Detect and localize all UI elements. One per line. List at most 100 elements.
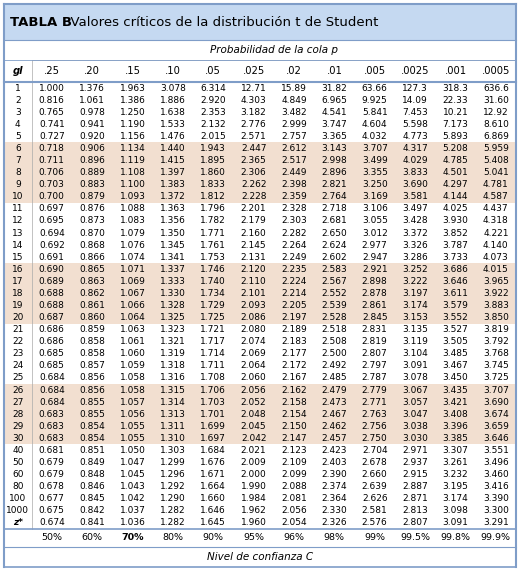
Text: 2.771: 2.771 [362, 398, 387, 406]
Text: 0.845: 0.845 [79, 494, 105, 503]
Text: 4.587: 4.587 [483, 192, 509, 201]
Text: 1.325: 1.325 [160, 313, 186, 322]
Text: 1.037: 1.037 [120, 507, 146, 515]
Text: 2.109: 2.109 [281, 458, 307, 467]
Text: 3.174: 3.174 [402, 301, 428, 310]
Text: 1.093: 1.093 [120, 192, 146, 201]
Text: 0.879: 0.879 [79, 192, 105, 201]
Text: 1.963: 1.963 [120, 83, 146, 93]
Text: 2.086: 2.086 [241, 313, 267, 322]
Text: 0.674: 0.674 [39, 518, 64, 527]
Text: 25: 25 [12, 373, 23, 383]
Text: 2.197: 2.197 [281, 313, 307, 322]
Text: 4.032: 4.032 [362, 132, 387, 141]
Text: 2.235: 2.235 [281, 265, 307, 274]
Text: 3.195: 3.195 [443, 482, 469, 491]
Text: 0.906: 0.906 [79, 144, 105, 153]
Text: 1.341: 1.341 [160, 252, 186, 262]
Text: 1.047: 1.047 [120, 458, 146, 467]
Text: 0.718: 0.718 [39, 144, 64, 153]
Text: 3.499: 3.499 [362, 156, 387, 165]
Text: 3.551: 3.551 [483, 446, 509, 455]
Text: 1.061: 1.061 [79, 96, 105, 105]
Text: 2.093: 2.093 [241, 301, 267, 310]
Text: Nivel de confianza C: Nivel de confianza C [207, 552, 313, 562]
Text: z*: z* [13, 518, 23, 527]
Text: 0.677: 0.677 [39, 494, 64, 503]
Text: .20: .20 [84, 66, 100, 76]
Text: 0.675: 0.675 [39, 507, 64, 515]
Text: 0.848: 0.848 [79, 470, 105, 479]
Text: 2.330: 2.330 [321, 507, 347, 515]
Text: 1.074: 1.074 [120, 252, 146, 262]
Text: .05: .05 [205, 66, 221, 76]
Text: 2.756: 2.756 [362, 422, 387, 431]
Text: 0.711: 0.711 [39, 156, 64, 165]
Text: 3.659: 3.659 [483, 422, 509, 431]
Text: 1.383: 1.383 [160, 180, 186, 189]
Text: 2.508: 2.508 [321, 337, 347, 346]
Text: 1.314: 1.314 [160, 398, 186, 406]
Text: 2.132: 2.132 [200, 120, 226, 129]
Text: .01: .01 [327, 66, 342, 76]
Text: 3.792: 3.792 [483, 337, 509, 346]
Text: 3.930: 3.930 [443, 217, 469, 225]
Text: 1.699: 1.699 [200, 422, 226, 431]
Text: 2.998: 2.998 [321, 156, 347, 165]
Text: 3.579: 3.579 [443, 301, 469, 310]
Text: 0.870: 0.870 [79, 229, 105, 237]
Text: 2.898: 2.898 [362, 277, 387, 286]
Text: 1.476: 1.476 [160, 132, 186, 141]
Text: 4: 4 [15, 120, 21, 129]
Text: 4.317: 4.317 [402, 144, 428, 153]
Text: 1.771: 1.771 [200, 229, 226, 237]
Text: 3.119: 3.119 [402, 337, 428, 346]
Text: 99.8%: 99.8% [440, 533, 471, 543]
Text: 2.518: 2.518 [321, 325, 347, 334]
Text: 28: 28 [12, 410, 23, 419]
Text: 2.177: 2.177 [281, 349, 307, 358]
Text: 3.396: 3.396 [443, 422, 469, 431]
Text: 1.292: 1.292 [160, 482, 186, 491]
Text: 2.492: 2.492 [321, 361, 347, 371]
Text: 1.323: 1.323 [160, 325, 186, 334]
Text: 1.734: 1.734 [200, 289, 226, 298]
Text: 2.467: 2.467 [321, 410, 347, 419]
Text: 4.541: 4.541 [321, 108, 347, 117]
Text: 2.887: 2.887 [402, 482, 428, 491]
Text: 50: 50 [12, 458, 23, 467]
Text: 2.167: 2.167 [281, 373, 307, 383]
Text: 0.683: 0.683 [39, 434, 64, 443]
Text: 0.855: 0.855 [79, 410, 105, 419]
Text: 2.101: 2.101 [241, 289, 267, 298]
Text: 1.376: 1.376 [79, 83, 105, 93]
Text: 2.110: 2.110 [241, 277, 267, 286]
Text: 2.147: 2.147 [281, 434, 307, 443]
Text: 4.437: 4.437 [483, 204, 509, 213]
Text: 3.646: 3.646 [483, 434, 509, 443]
Text: 0.863: 0.863 [79, 277, 105, 286]
Text: 3.850: 3.850 [483, 313, 509, 322]
Text: 2.861: 2.861 [362, 301, 387, 310]
Text: 4.297: 4.297 [443, 180, 469, 189]
Text: 0.841: 0.841 [79, 518, 105, 527]
Text: 1.319: 1.319 [160, 349, 186, 358]
Text: 1.000: 1.000 [39, 83, 64, 93]
Text: 3.286: 3.286 [402, 252, 428, 262]
Text: 4.025: 4.025 [443, 204, 469, 213]
Text: 0.859: 0.859 [79, 325, 105, 334]
Text: 2.921: 2.921 [362, 265, 387, 274]
Text: 2.915: 2.915 [402, 470, 428, 479]
Text: 1.282: 1.282 [160, 518, 186, 527]
Text: 2.054: 2.054 [281, 518, 307, 527]
Text: 1.740: 1.740 [200, 277, 226, 286]
Text: 2.896: 2.896 [321, 168, 347, 177]
Text: 2.398: 2.398 [281, 180, 307, 189]
Text: 2.681: 2.681 [321, 217, 347, 225]
Text: 1.250: 1.250 [120, 108, 146, 117]
Text: 0.706: 0.706 [39, 168, 64, 177]
Text: 1.721: 1.721 [200, 325, 226, 334]
Text: 3.460: 3.460 [483, 470, 509, 479]
Text: 3.047: 3.047 [402, 410, 428, 419]
Text: 2.045: 2.045 [241, 422, 266, 431]
